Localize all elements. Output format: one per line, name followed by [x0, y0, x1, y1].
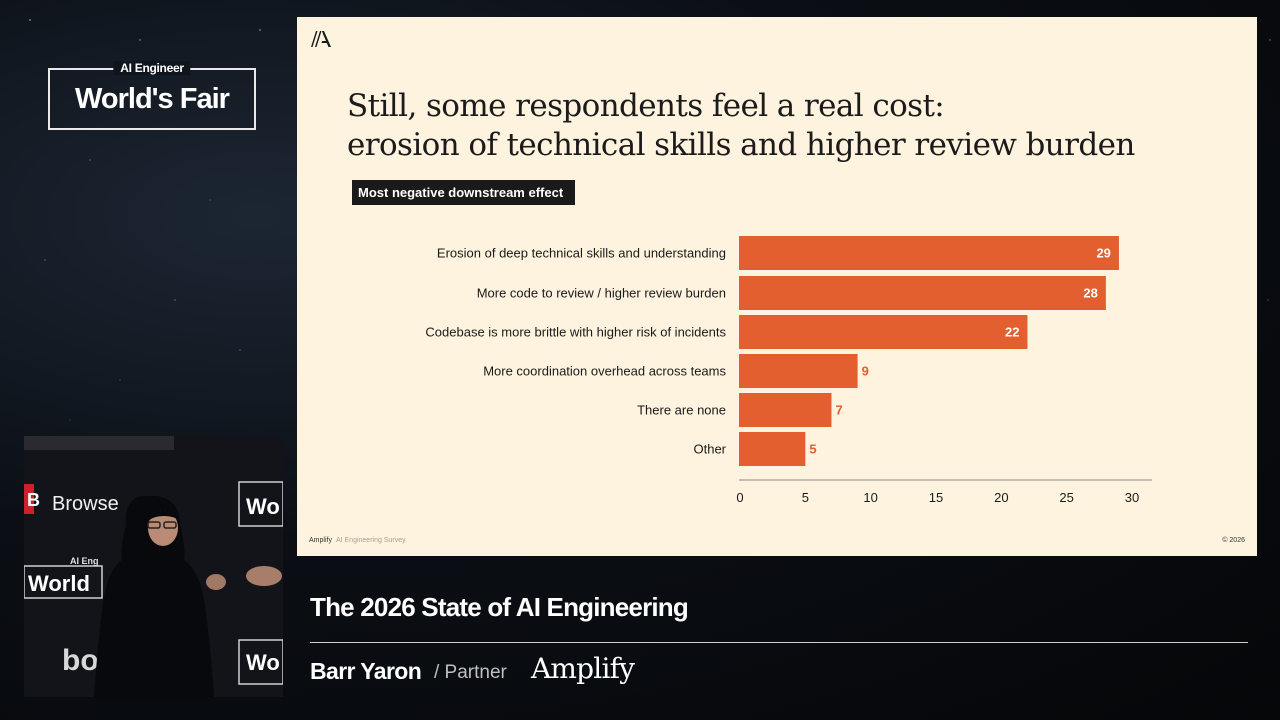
bar-5 [739, 432, 806, 466]
data-label-5: 5 [809, 442, 816, 457]
x-tick-label-6: 30 [1125, 490, 1139, 505]
x-tick-label-3: 15 [929, 490, 943, 505]
speaker-video: B Browse AI Eng World Wo Wo bo [24, 436, 283, 697]
data-label-2: 22 [1005, 325, 1019, 340]
category-label-3: More coordination overhead across teams [483, 364, 726, 379]
footer-brand: Amplify [309, 537, 332, 544]
bar-1 [739, 276, 1106, 310]
presentation-slide: Still, some respondents feel a real cost… [297, 17, 1257, 556]
event-logo-title: World's Fair [75, 83, 230, 115]
slide-footer: Amplify AI Engineering Survey [309, 537, 406, 544]
speaker-video-frame: B Browse AI Eng World Wo Wo bo [24, 436, 283, 697]
data-label-3: 9 [862, 364, 869, 379]
slide-copyright: © 2026 [1222, 537, 1245, 544]
bar-2 [739, 315, 1028, 349]
backdrop-right-bottom: Wo [246, 650, 280, 675]
data-label-4: 7 [835, 403, 842, 418]
backdrop-logo-main: World [28, 571, 90, 596]
slide-title-line-2: erosion of technical skills and higher r… [347, 127, 1135, 163]
bar-0 [739, 236, 1119, 270]
bar-chart: Erosion of deep technical skills and und… [425, 236, 1152, 505]
chart-title: Most negative downstream effect [352, 180, 576, 205]
talk-title: The 2026 State of AI Engineering [310, 592, 689, 622]
slide-title-line-1: Still, some respondents feel a real cost… [347, 88, 945, 124]
event-logo: AI Engineer World's Fair [48, 61, 256, 130]
category-label-0: Erosion of deep technical skills and und… [437, 246, 726, 261]
bar-3 [739, 354, 858, 388]
category-label-4: There are none [637, 403, 726, 418]
brand-logo-icon [311, 31, 331, 47]
data-label-1: 28 [1083, 286, 1097, 301]
x-tick-label-4: 20 [994, 490, 1008, 505]
event-logo-subtitle: AI Engineer [113, 61, 191, 75]
speaker-name: Barr Yaron [310, 658, 422, 684]
backdrop-right-top: Wo [246, 494, 280, 519]
data-label-0: 29 [1096, 246, 1110, 261]
x-tick-label-5: 25 [1059, 490, 1073, 505]
backdrop-text-browse: Browse [52, 493, 119, 515]
category-label-5: Other [693, 442, 726, 457]
category-label-1: More code to review / higher review burd… [477, 286, 726, 301]
company-logo: Amplify [531, 652, 635, 685]
lower-third-divider [310, 642, 1248, 643]
x-tick-label-0: 0 [736, 490, 743, 505]
x-tick-label-1: 5 [802, 490, 809, 505]
footer-source: AI Engineering Survey [335, 537, 406, 544]
x-tick-label-2: 10 [863, 490, 877, 505]
speaker-role: / Partner [434, 662, 507, 683]
slide-title: Still, some respondents feel a real cost… [347, 87, 1227, 165]
bar-4 [739, 393, 832, 427]
backdrop-badge: B [27, 490, 40, 510]
category-label-2: Codebase is more brittle with higher ris… [425, 325, 726, 340]
backdrop-logo-sub: AI Eng [70, 556, 99, 566]
backdrop-bottom-logo: bo [62, 644, 99, 677]
